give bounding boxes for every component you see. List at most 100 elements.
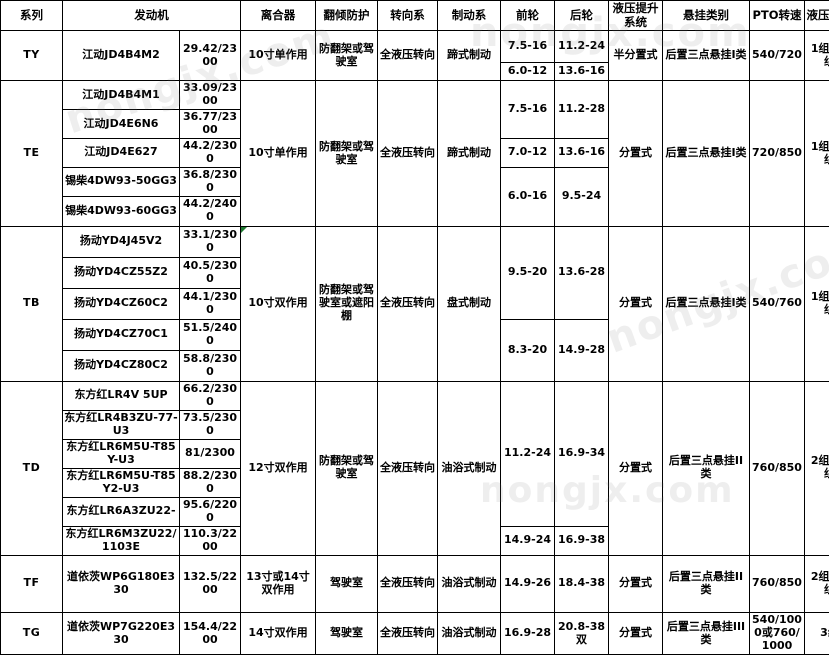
rear-tire-value: 9.5-24: [555, 167, 609, 226]
rear-tire-value: 11.2-28: [555, 81, 609, 139]
engine-power: 58.8/2300: [180, 350, 241, 381]
col-pto-speed: PTO转速: [750, 1, 805, 31]
front-tire-value: 8.3-20: [501, 319, 555, 381]
pto-speed-value: 760/850: [750, 381, 805, 555]
steering-value: 全液压转向: [378, 613, 438, 655]
series-name-tb: TB: [1, 226, 63, 381]
engine-model: 东方红LR6A3ZU22-: [63, 497, 180, 526]
engine-model: 锡柴4DW93-60GG3: [63, 196, 180, 226]
hydraulic-lift-value: 分置式: [609, 555, 663, 613]
rollover-value: 防翻架或驾驶室: [316, 31, 378, 81]
table-row: TF 道依茨WP6G180E330 132.5/2200 13寸或14寸双作用 …: [1, 555, 829, 584]
col-hydraulic-output: 液压输出: [805, 1, 829, 31]
engine-model: 东方红LR6M5U-T85Y-U3: [63, 439, 180, 468]
engine-power: 73.5/2300: [180, 410, 241, 439]
rear-tire-value: 20.8-38双: [555, 613, 609, 655]
engine-power: 66.2/2300: [180, 381, 241, 410]
col-rear-tire: 后轮: [555, 1, 609, 31]
steering-value: 全液压转向: [378, 81, 438, 227]
hydraulic-output-value: 1组或2组: [805, 81, 829, 227]
engine-power: 44.2/2400: [180, 196, 241, 226]
engine-model: 扬动YD4J45V2: [63, 226, 180, 257]
brake-value: 蹄式制动: [438, 31, 501, 81]
hydraulic-output-value: 1组或2组: [805, 31, 829, 81]
series-name-tf: TF: [1, 555, 63, 613]
col-rollover: 翻倾防护: [316, 1, 378, 31]
col-front-tire: 前轮: [501, 1, 555, 31]
steering-value: 全液压转向: [378, 381, 438, 555]
series-name-ty: TY: [1, 31, 63, 81]
brake-value: 盘式制动: [438, 226, 501, 381]
engine-power: 132.5/2200: [180, 555, 241, 613]
brake-value: 油浴式制动: [438, 555, 501, 613]
front-tire-value: 7.5-16: [501, 31, 555, 63]
rear-tire-value: 16.9-34: [555, 381, 609, 526]
engine-model: 江动JD4B4M1: [63, 81, 180, 110]
clutch-value: 14寸双作用: [241, 613, 316, 655]
engine-model: 扬动YD4CZ60C2: [63, 288, 180, 319]
engine-power: 154.4/2200: [180, 613, 241, 655]
engine-power: 44.1/2300: [180, 288, 241, 319]
pto-speed-value: 720/850: [750, 81, 805, 227]
rear-tire-value: 13.6-16: [555, 139, 609, 168]
brake-value: 油浴式制动: [438, 613, 501, 655]
front-tire-value: 14.9-24: [501, 526, 555, 555]
front-tire-value: 14.9-26: [501, 555, 555, 613]
rear-tire-value: 13.6-16: [555, 63, 609, 81]
hydraulic-output-value: 3组: [805, 613, 829, 655]
front-tire-value: 11.2-24: [501, 381, 555, 526]
engine-model: 扬动YD4CZ70C1: [63, 319, 180, 350]
rollover-value: 防翻架或驾驶室: [316, 81, 378, 227]
hitch-category-value: 后置三点悬挂I类: [663, 81, 750, 227]
hydraulic-output-value: 2组或3组: [805, 381, 829, 555]
pto-speed-value: 540/760: [750, 226, 805, 381]
clutch-value: 10寸双作用: [241, 226, 316, 381]
engine-model: 江动JD4E627: [63, 139, 180, 168]
brake-value: 蹄式制动: [438, 81, 501, 227]
engine-model: 江动JD4E6N6: [63, 110, 180, 139]
col-steering: 转向系: [378, 1, 438, 31]
hydraulic-lift-value: 半分置式: [609, 31, 663, 81]
engine-power: 88.2/2300: [180, 468, 241, 497]
front-tire-value: 6.0-16: [501, 167, 555, 226]
front-tire-value: 6.0-12: [501, 63, 555, 81]
col-engine: 发动机: [63, 1, 241, 31]
engine-model: 道依茨WP6G180E330: [63, 555, 180, 613]
engine-power: 36.77/2300: [180, 110, 241, 139]
engine-power: 33.09/2300: [180, 81, 241, 110]
engine-power: 44.2/2300: [180, 139, 241, 168]
engine-model: 道依茨WP7G220E330: [63, 613, 180, 655]
comment-marker-icon: [241, 227, 247, 233]
pto-speed-value: 540/1000或760/1000: [750, 613, 805, 655]
engine-power: 29.42/2300: [180, 31, 241, 81]
col-hitch-category: 悬挂类别: [663, 1, 750, 31]
rollover-value: 防翻架或驾驶室: [316, 381, 378, 555]
clutch-value: 10寸单作用: [241, 31, 316, 81]
hydraulic-output-value: 1组或2组: [805, 226, 829, 381]
engine-model: 扬动YD4CZ80C2: [63, 350, 180, 381]
engine-model: 东方红LR6M3ZU22/1103E: [63, 526, 180, 555]
table-header-row: 系列 发动机 离合器 翻倾防护 转向系 制动系 前轮 后轮 液压提升系统 悬挂类…: [1, 1, 829, 31]
clutch-label: 10寸双作用: [248, 296, 307, 309]
clutch-value: 12寸双作用: [241, 381, 316, 555]
hitch-category-value: 后置三点悬挂I类: [663, 226, 750, 381]
series-name-td: TD: [1, 381, 63, 555]
table-row: TD 东方红LR4V 5UP 66.2/2300 12寸双作用 防翻架或驾驶室 …: [1, 381, 829, 410]
series-name-te: TE: [1, 81, 63, 227]
hydraulic-lift-value: 分置式: [609, 226, 663, 381]
series-name-tg: TG: [1, 613, 63, 655]
engine-power: 33.1/2300: [180, 226, 241, 257]
hitch-category-value: 后置三点悬挂II类: [663, 381, 750, 555]
front-tire-value: 7.0-12: [501, 139, 555, 168]
engine-power: 36.8/2300: [180, 167, 241, 196]
engine-model: 东方红LR4V 5UP: [63, 381, 180, 410]
col-brake: 制动系: [438, 1, 501, 31]
engine-model: 东方红LR4B3ZU-77-U3: [63, 410, 180, 439]
col-series: 系列: [1, 1, 63, 31]
engine-model: 东方红LR6M5U-T85Y2-U3: [63, 468, 180, 497]
engine-model: 扬动YD4CZ55Z2: [63, 257, 180, 288]
engine-model: 锡柴4DW93-50GG3: [63, 167, 180, 196]
rear-tire-value: 16.9-38: [555, 526, 609, 555]
rear-tire-value: 18.4-38: [555, 555, 609, 613]
rear-tire-value: 13.6-28: [555, 226, 609, 319]
